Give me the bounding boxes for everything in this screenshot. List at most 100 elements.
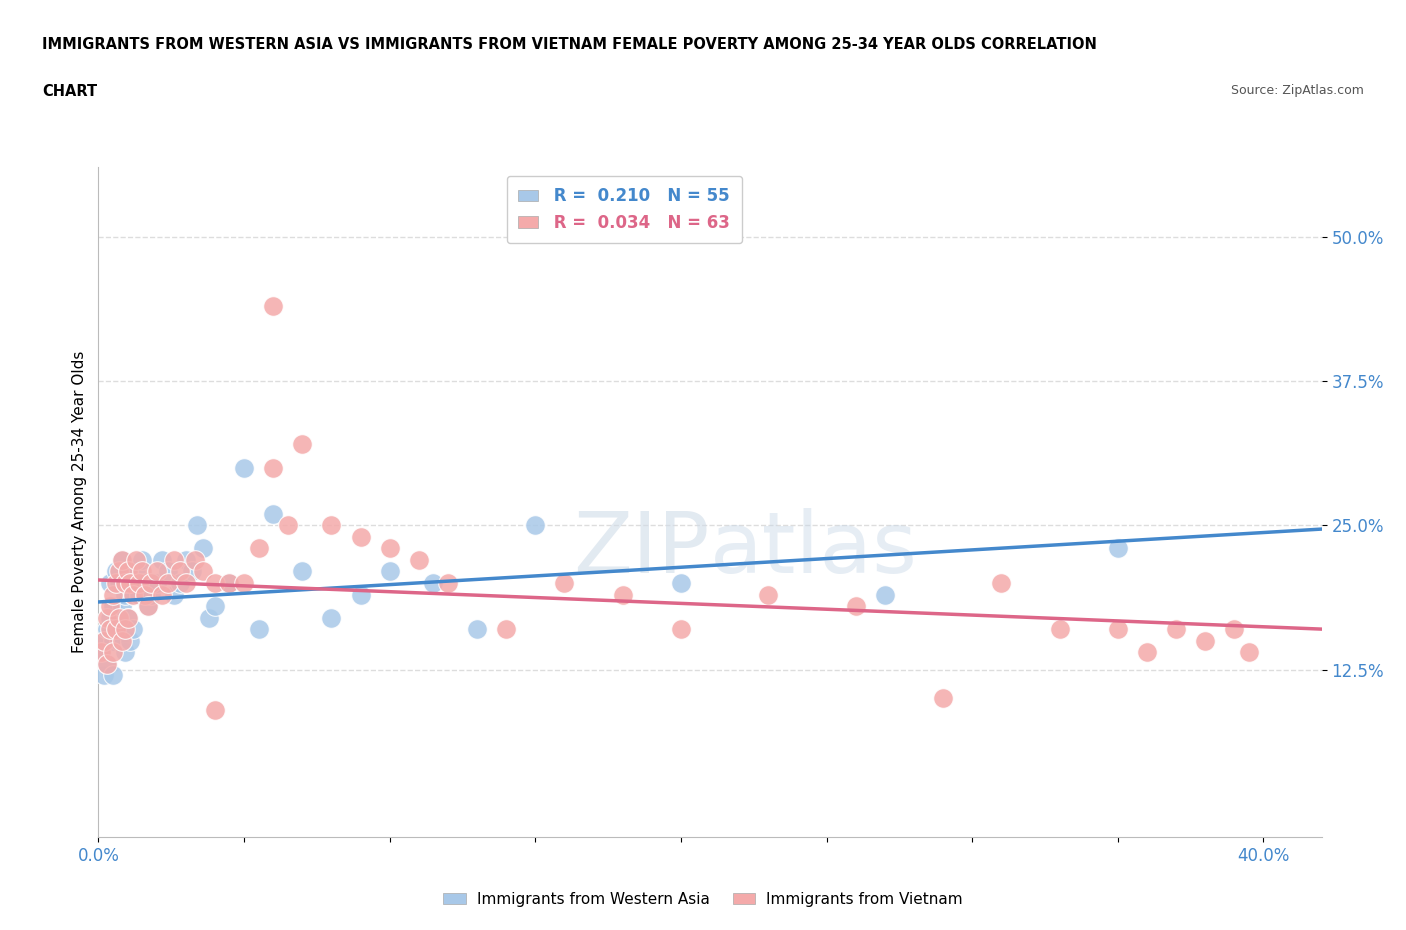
Point — [218, 576, 240, 591]
Point — [117, 564, 139, 578]
Point — [120, 633, 142, 648]
Point — [98, 599, 121, 614]
Point — [932, 691, 955, 706]
Point — [193, 541, 215, 556]
Point — [96, 610, 118, 625]
Point — [174, 576, 197, 591]
Point — [524, 518, 547, 533]
Point — [114, 576, 136, 591]
Point — [204, 702, 226, 717]
Point — [104, 622, 127, 637]
Point — [128, 587, 150, 602]
Point — [291, 437, 314, 452]
Point — [128, 576, 150, 591]
Point — [111, 633, 134, 648]
Point — [1223, 622, 1246, 637]
Legend:  R =  0.210   N = 55,  R =  0.034   N = 63: R = 0.210 N = 55, R = 0.034 N = 63 — [506, 176, 742, 244]
Point — [163, 552, 186, 567]
Point — [174, 552, 197, 567]
Point — [131, 564, 153, 578]
Point — [111, 552, 134, 567]
Point — [422, 576, 444, 591]
Point — [93, 633, 115, 648]
Point — [218, 576, 240, 591]
Point — [152, 552, 174, 567]
Point — [104, 622, 127, 637]
Point — [93, 633, 115, 648]
Y-axis label: Female Poverty Among 25-34 Year Olds: Female Poverty Among 25-34 Year Olds — [72, 351, 87, 654]
Point — [378, 564, 401, 578]
Point — [247, 622, 270, 637]
Point — [96, 657, 118, 671]
Point — [134, 587, 156, 602]
Point — [108, 610, 131, 625]
Point — [152, 587, 174, 602]
Point — [101, 587, 124, 602]
Point — [108, 576, 131, 591]
Point — [136, 599, 159, 614]
Point — [101, 668, 124, 683]
Point — [104, 564, 127, 578]
Point — [233, 460, 256, 475]
Point — [1107, 622, 1129, 637]
Point — [101, 644, 124, 659]
Point — [1194, 633, 1216, 648]
Point — [465, 622, 488, 637]
Point — [1107, 541, 1129, 556]
Point — [134, 576, 156, 591]
Point — [114, 587, 136, 602]
Point — [553, 576, 575, 591]
Point — [1237, 644, 1260, 659]
Point — [262, 460, 284, 475]
Point — [111, 599, 134, 614]
Point — [408, 552, 430, 567]
Point — [157, 564, 180, 578]
Point — [122, 587, 145, 602]
Point — [117, 610, 139, 625]
Point — [108, 564, 131, 578]
Point — [669, 576, 692, 591]
Point — [101, 599, 124, 614]
Point — [108, 633, 131, 648]
Point — [1164, 622, 1187, 637]
Point — [1136, 644, 1159, 659]
Text: Source: ZipAtlas.com: Source: ZipAtlas.com — [1230, 84, 1364, 97]
Point — [90, 644, 112, 659]
Point — [321, 518, 343, 533]
Point — [145, 564, 167, 578]
Point — [114, 622, 136, 637]
Point — [139, 587, 162, 602]
Point — [136, 599, 159, 614]
Point — [139, 576, 162, 591]
Text: IMMIGRANTS FROM WESTERN ASIA VS IMMIGRANTS FROM VIETNAM FEMALE POVERTY AMONG 25-: IMMIGRANTS FROM WESTERN ASIA VS IMMIGRAN… — [42, 37, 1097, 52]
Point — [98, 622, 121, 637]
Point — [291, 564, 314, 578]
Point — [120, 576, 142, 591]
Point — [845, 599, 868, 614]
Point — [349, 587, 371, 602]
Point — [495, 622, 517, 637]
Point — [169, 576, 191, 591]
Point — [131, 552, 153, 567]
Point — [114, 644, 136, 659]
Point — [321, 610, 343, 625]
Point — [122, 587, 145, 602]
Point — [145, 576, 167, 591]
Point — [157, 576, 180, 591]
Point — [277, 518, 299, 533]
Point — [122, 622, 145, 637]
Point — [1049, 622, 1071, 637]
Text: ZIP: ZIP — [574, 508, 710, 591]
Point — [96, 622, 118, 637]
Point — [90, 644, 112, 659]
Legend: Immigrants from Western Asia, Immigrants from Vietnam: Immigrants from Western Asia, Immigrants… — [437, 886, 969, 913]
Point — [104, 576, 127, 591]
Point — [117, 564, 139, 578]
Point — [669, 622, 692, 637]
Point — [612, 587, 634, 602]
Point — [204, 599, 226, 614]
Point — [117, 610, 139, 625]
Point — [120, 576, 142, 591]
Point — [262, 299, 284, 313]
Point — [756, 587, 779, 602]
